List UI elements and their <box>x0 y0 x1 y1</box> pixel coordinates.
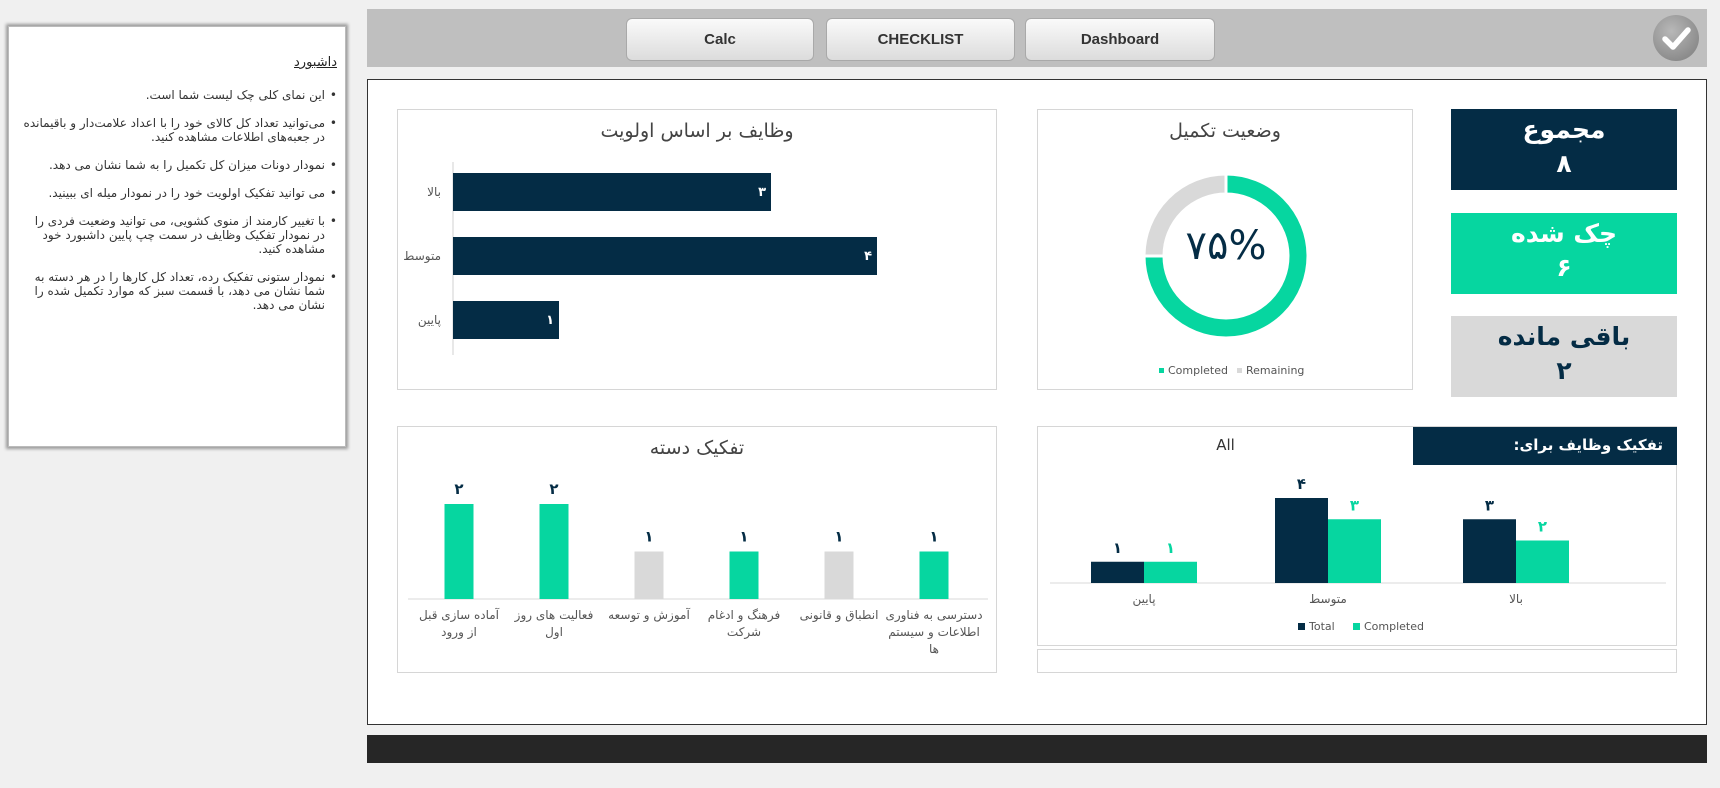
bar-value-label: ۴ <box>864 249 872 264</box>
category-chart-title: تفکیک دسته <box>649 437 745 459</box>
priority-bar <box>453 301 559 339</box>
bar-value-label: ۳ <box>1485 496 1494 514</box>
breakdown-bar-total <box>1463 519 1516 583</box>
category-bar <box>729 551 759 599</box>
task-breakdown-chart: ۱ ۱ پایین ۴ ۳ متوسط ۳ ۲ بالا Total Completed <box>1050 475 1666 633</box>
donut-slice-remaining <box>1142 172 1228 258</box>
donut-title: وضعیت تکمیل <box>1169 120 1281 142</box>
bar-value-label: ۲ <box>1538 518 1547 536</box>
category-bar <box>539 504 569 599</box>
bar-value-label: ۲ <box>549 480 558 498</box>
bar-value-label: ۲ <box>454 480 463 498</box>
checkmark-icon[interactable] <box>1653 15 1699 61</box>
legend-completed-swatch <box>1159 368 1164 373</box>
category-label: متوسط <box>403 249 441 264</box>
employee-filter-dropdown[interactable]: All <box>1216 436 1235 454</box>
top-nav-bar: Calc CHECKLIST Dashboard <box>367 9 1707 67</box>
completion-donut-card: وضعیت تکمیل ۷۵% Completed Remaining <box>1037 109 1413 390</box>
remaining-kpi-box: باقی مانده ۲ <box>1451 316 1677 397</box>
legend-completed-label: Completed <box>1364 620 1424 633</box>
dashboard-frame: مجموع ۸ چک شده ۶ باقی مانده ۲ وضعیت تکمی… <box>367 79 1707 725</box>
bar-value-label: ۱ <box>1166 539 1175 557</box>
checked-kpi-box: چک شده ۶ <box>1451 213 1677 294</box>
category-label: بالا <box>1509 592 1523 606</box>
category-label: بالا <box>427 185 441 199</box>
instruction-item: این نمای کلی چک لیست شما است. <box>21 88 337 102</box>
task-breakdown-card: تفکیک وظایف برای: All ۱ ۱ پایین ۴ ۳ متوسط ۳ ۲ با… <box>1037 426 1677 646</box>
priority-bar-chart: ۳ بالا ۴ متوسط ۱ پایین <box>403 162 877 355</box>
legend-total-swatch <box>1298 623 1305 630</box>
priority-bar <box>453 237 877 275</box>
instruction-item: می‌توانید تعداد کل کالای خود را با اعداد… <box>21 116 337 144</box>
footer-bar <box>367 735 1707 763</box>
calc-button[interactable]: Calc <box>626 18 814 61</box>
category-label: دسترسی به فناوری اطلاعات و سیستم ها <box>885 608 982 656</box>
category-label: فرهنگ و ادغام شرکت <box>708 608 781 640</box>
donut-center-label: ۷۵% <box>1186 223 1267 269</box>
breakdown-bar-completed <box>1144 561 1197 583</box>
breakdown-bar-total <box>1091 561 1144 583</box>
category-bar <box>824 551 854 599</box>
category-label: متوسط <box>1309 592 1347 607</box>
instructions-title: داشبورد <box>294 55 337 70</box>
legend-total-label: Total <box>1308 620 1335 633</box>
category-bar <box>919 551 949 599</box>
bar-value-label: ۴ <box>1297 475 1306 493</box>
bar-value-label: ۳ <box>758 185 766 200</box>
remaining-label: باقی مانده <box>1497 322 1631 351</box>
legend-completed-swatch <box>1353 623 1360 630</box>
filter-label: تفکیک وظایف برای: <box>1413 427 1677 465</box>
checked-label: چک شده <box>1510 219 1618 248</box>
legend-completed-label: Completed <box>1168 364 1228 377</box>
donut-slice-completed <box>1142 172 1310 340</box>
category-label: فعالیت های روز اول <box>514 608 594 640</box>
category-label: آماده سازی قبل از ورود <box>419 607 500 640</box>
priority-bar-card: وظایف بر اساس اولویت ۳ بالا ۴ متوسط ۱ پایین <box>397 109 997 390</box>
checked-value: ۶ <box>1556 253 1572 282</box>
priority-chart-title: وظایف بر اساس اولویت <box>600 120 794 142</box>
breakdown-bar-total <box>1275 498 1328 583</box>
legend-remaining-swatch <box>1237 368 1242 373</box>
breakdown-footer-strip <box>1037 649 1677 673</box>
instruction-item: نمودار دونات میزان کل تکمیل را به شما نش… <box>21 158 337 172</box>
bar-value-label: ۱ <box>546 313 554 328</box>
category-bar <box>444 504 474 599</box>
instruction-item: می توانید تفکیک اولویت خود را در نمودار … <box>21 186 337 200</box>
total-value: ۸ <box>1556 149 1572 178</box>
instruction-item: نمودار ستونی تفکیک رده، تعداد کل کارها ر… <box>21 270 337 312</box>
category-bar <box>634 551 664 599</box>
bar-value-label: ۱ <box>834 528 843 546</box>
category-label: پایین <box>1132 592 1155 607</box>
bar-value-label: ۱ <box>644 528 653 546</box>
instructions-panel: داشبورد این نمای کلی چک لیست شما است. می… <box>8 26 346 447</box>
bar-value-label: ۱ <box>929 528 938 546</box>
category-label: پایین <box>418 313 441 328</box>
breakdown-bar-completed <box>1516 540 1569 583</box>
bar-value-label: ۱ <box>739 528 748 546</box>
category-label: انطباق و قانونی <box>800 608 879 623</box>
remaining-value: ۲ <box>1556 356 1572 385</box>
total-label: مجموع <box>1522 115 1606 144</box>
breakdown-bar-completed <box>1328 519 1381 583</box>
donut-chart: ۷۵% Completed Remaining <box>1142 172 1310 377</box>
bar-value-label: ۳ <box>1350 496 1359 514</box>
category-breakdown-card: تفکیک دسته ۲ آماده سازی قبل از ورود ۲ فعالیت… <box>397 426 997 673</box>
instructions-list: این نمای کلی چک لیست شما است. می‌توانید … <box>21 88 337 312</box>
category-label: آموزش و توسعه <box>608 607 690 623</box>
priority-bar <box>453 173 771 211</box>
checklist-button[interactable]: CHECKLIST <box>826 18 1015 61</box>
total-kpi-box: مجموع ۸ <box>1451 109 1677 190</box>
instruction-item: با تغییر کارمند از منوی کشویی، می توانید… <box>21 214 337 256</box>
category-column-chart: ۲ آماده سازی قبل از ورود ۲ فعالیت های روز اول… <box>408 480 988 656</box>
bar-value-label: ۱ <box>1113 539 1122 557</box>
dashboard-button[interactable]: Dashboard <box>1025 18 1215 61</box>
legend-remaining-label: Remaining <box>1246 364 1304 377</box>
